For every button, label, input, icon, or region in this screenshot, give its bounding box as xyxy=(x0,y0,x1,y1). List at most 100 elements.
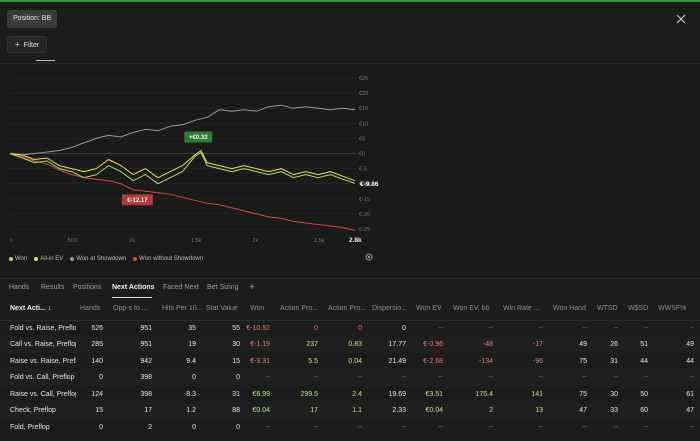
tab-positions[interactable]: Positions xyxy=(73,284,102,291)
table-row[interactable]: Fold vs. Call, Preflop 0 398 0 0 -- -- -- -- -- --… xyxy=(0,369,700,386)
chart-panel xyxy=(0,64,700,278)
table-cell: €-0.96 xyxy=(412,336,449,353)
column-header[interactable]: Hits Per 10... xyxy=(158,298,202,321)
table-cell: 51 xyxy=(624,336,654,353)
column-header[interactable]: Hands xyxy=(76,298,109,321)
filter-button[interactable]: + Filter xyxy=(7,36,48,53)
table-cell: -- xyxy=(582,423,587,431)
position-badge[interactable]: Position: BB xyxy=(7,10,58,28)
table-row[interactable]: Raise vs. Call, Preflop 124 398 8.3 31 €6.99 2… xyxy=(0,386,700,403)
accent-topline xyxy=(0,0,700,2)
close-icon[interactable] xyxy=(674,12,688,26)
table-row[interactable]: Check, Preflop 15 17 1.2 88 €0.04 17 1.1 2.33 €0.… xyxy=(0,402,700,419)
column-header[interactable]: Action Pro... xyxy=(324,298,368,321)
table-cell: 49 xyxy=(549,336,593,353)
table-cell: 237 xyxy=(276,336,324,353)
column-header[interactable]: Stat Value xyxy=(202,298,246,321)
table-cell: 13 xyxy=(499,402,549,419)
tab-results[interactable]: Results xyxy=(41,284,65,291)
table-cell: 398 xyxy=(140,390,152,398)
table-cell: -- xyxy=(593,369,624,386)
table-cell: -- xyxy=(488,325,493,332)
table-cell: 0 xyxy=(236,423,240,431)
table-cell: 2 xyxy=(449,402,499,419)
legend-item[interactable]: All-in EV xyxy=(34,254,63,264)
table-cell: 15 xyxy=(76,402,109,419)
table-cell: 0.04 xyxy=(348,357,362,365)
table-cell: €0.04 xyxy=(412,402,449,419)
legend-label: All-in EV xyxy=(40,256,64,262)
column-header[interactable]: Won xyxy=(246,298,276,321)
column-header[interactable]: Action Pro... xyxy=(276,298,324,321)
table-cell: -- xyxy=(538,423,543,431)
table-cell: 175.4 xyxy=(475,390,493,398)
table-row[interactable]: Fold vs. Raise, Preflop 526 951 35 55 €-10.52… xyxy=(0,320,700,337)
row-label: Fold vs. Raise, Preflop xyxy=(10,325,76,332)
table-cell: 31 xyxy=(610,357,618,365)
column-header[interactable]: Won Hand xyxy=(549,298,593,321)
annotation-label-max: +€0.33 xyxy=(189,135,208,141)
tabs-bar: Hands Results Positions Next Actions Fac… xyxy=(0,278,700,299)
x-tick-label: 1.5k xyxy=(191,238,202,244)
legend-item[interactable]: Won without Showdown xyxy=(133,254,203,264)
x-tick-label: 0 xyxy=(10,238,13,244)
tab-next-actions[interactable]: Next Actions xyxy=(112,284,155,291)
series-line-won xyxy=(9,152,356,185)
table-cell: 26 xyxy=(593,336,624,353)
table-cell: -48 xyxy=(449,336,499,353)
row-label: Raise vs. Call, Preflop xyxy=(10,390,76,398)
legend-item[interactable]: Won xyxy=(9,254,27,264)
table-cell: 526 xyxy=(91,325,103,332)
table-cell: -- xyxy=(689,325,694,332)
table-row[interactable]: Fold, Preflop 0 2 0 0 -- -- -- -- -- -- -- -- -- -- -- xyxy=(0,419,700,436)
table-row[interactable]: Call vs. Raise, Preflop 285 951 19 30 €-1.19 2… xyxy=(0,336,700,353)
table-cell: 19 xyxy=(158,336,202,353)
tab-bet-sizing[interactable]: Bet Sizing xyxy=(207,284,239,291)
legend-label: Won xyxy=(15,256,28,262)
table-cell: -- xyxy=(582,325,587,332)
column-header[interactable]: Dispersio... xyxy=(368,298,412,321)
series-line-all-in-ev xyxy=(9,150,356,182)
table-cell: -- xyxy=(357,423,362,431)
table-cell: -- xyxy=(538,325,543,332)
series-line-won-without-showdown xyxy=(9,153,356,231)
table-cell: 44 xyxy=(640,357,648,365)
row-label: Call vs. Raise, Preflop xyxy=(0,336,76,353)
table-cell: 61 xyxy=(686,390,694,398)
results-chart: €25 €20 €15 €10 €5 €0 €-5 €-10 €-15 €-20 €-25 0 500 1… xyxy=(9,76,379,244)
column-header[interactable]: WWSF% xyxy=(654,298,700,321)
legend-item[interactable]: Won at Showdown xyxy=(70,254,126,264)
table-cell: 1.2 xyxy=(158,402,202,419)
x-tick-label: 1k xyxy=(129,238,135,244)
column-header[interactable]: Won EV, bb xyxy=(449,298,499,321)
row-label: Fold vs. Call, Preflop xyxy=(0,369,76,386)
row-label: Raise vs. Raise, Preflop xyxy=(10,357,76,365)
column-header[interactable]: Won EV xyxy=(412,298,449,321)
column-header[interactable]: Win Rate ... xyxy=(499,298,549,321)
column-header-sorted[interactable]: Next Acti... ↓ xyxy=(0,298,76,321)
add-tab-icon[interactable]: + xyxy=(249,282,255,293)
table-row[interactable]: Raise vs. Raise, Preflop 140 942 9.4 15 €-3.3… xyxy=(0,353,700,370)
y-tick-label: €0 xyxy=(359,152,365,158)
gear-icon[interactable] xyxy=(365,253,373,261)
table-cell: 140 xyxy=(91,357,103,365)
table-cell: 35 xyxy=(188,325,196,332)
table-cell: 33 xyxy=(593,402,624,419)
table-cell: -- xyxy=(401,423,406,431)
column-header[interactable]: W$SD xyxy=(624,298,654,321)
table-cell: 15 xyxy=(232,357,240,365)
table-cell: 0 xyxy=(314,325,318,332)
column-header[interactable]: WTSD xyxy=(593,298,624,321)
tab-faced-next[interactable]: Faced Next xyxy=(163,284,199,291)
table-cell: 17.77 xyxy=(368,336,412,353)
table-cell: -- xyxy=(313,423,318,431)
table-cell: 75 xyxy=(579,357,587,365)
annotation-box-max xyxy=(184,131,213,143)
table-cell: €-2.68 xyxy=(423,357,443,365)
column-header[interactable]: Opp-s to ... xyxy=(109,298,158,321)
tab-hands[interactable]: Hands xyxy=(9,284,30,291)
table-cell: -- xyxy=(324,369,368,386)
table-cell: 951 xyxy=(140,325,152,332)
table-cell: 942 xyxy=(140,357,152,365)
y-tick-label: €-25 xyxy=(359,227,370,233)
